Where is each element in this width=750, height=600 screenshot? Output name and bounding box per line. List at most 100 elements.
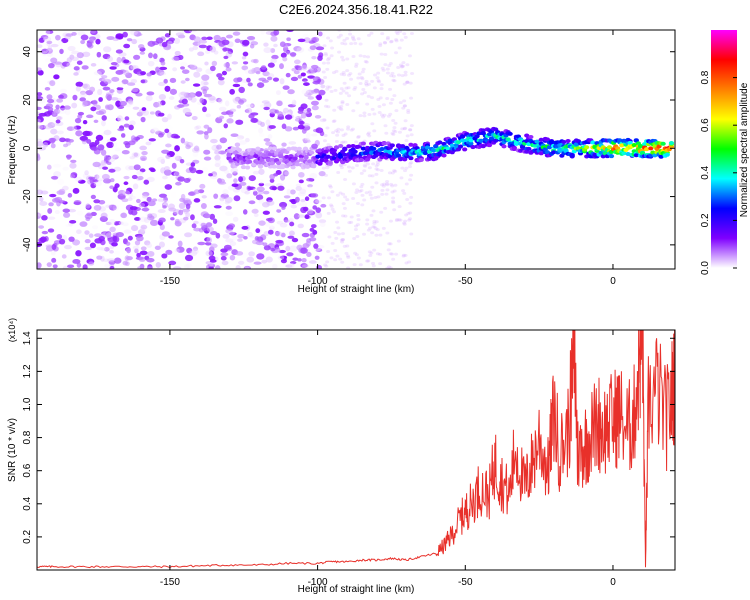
heatmap-cell [293, 46, 302, 52]
heatmap-cell [291, 116, 300, 123]
heatmap-cell [367, 190, 372, 194]
heatmap-cell [183, 208, 189, 214]
heatmap-cell [90, 146, 98, 151]
heatmap-cell [72, 113, 79, 119]
heatmap-cell [149, 111, 155, 115]
heatmap-cell [77, 111, 85, 116]
heatmap-cell [297, 223, 304, 229]
heatmap-cell [66, 154, 71, 160]
heatmap-cell [325, 126, 330, 130]
y-tick-label: 0 [22, 145, 33, 151]
heatmap-cell [350, 166, 355, 170]
heatmap-cell [233, 178, 238, 184]
heatmap-cell [219, 165, 228, 172]
y-tick-label: 1.4 [22, 331, 33, 345]
heatmap-cell [392, 169, 397, 173]
heatmap-cell [149, 219, 159, 227]
heatmap-cell [351, 109, 356, 113]
heatmap-cell [528, 134, 534, 139]
heatmap-cell [116, 56, 122, 64]
heatmap-cell [43, 124, 52, 130]
heatmap-cell [65, 33, 74, 37]
heatmap-cell [61, 254, 67, 259]
heatmap-cell [355, 201, 360, 205]
heatmap-cell [101, 173, 110, 180]
heatmap-cell [95, 134, 104, 141]
heatmap-cell [392, 79, 397, 83]
heatmap-cell [301, 258, 307, 263]
heatmap-cell [372, 112, 377, 116]
heatmap-cell [76, 60, 83, 65]
heatmap-cell [261, 100, 270, 104]
heatmap-cell [203, 149, 211, 155]
heatmap-cell [123, 123, 130, 128]
heatmap-cell [342, 38, 347, 42]
heatmap-cell [376, 71, 381, 75]
heatmap-cell [462, 147, 468, 152]
heatmap-cell [408, 178, 413, 182]
colorbar-label: Normalized spectral amplitude [739, 82, 750, 217]
heatmap-cell [286, 146, 292, 151]
heatmap-cell [631, 143, 637, 148]
heatmap-cell [364, 79, 369, 83]
heatmap-cell [449, 143, 455, 148]
heatmap-cell [304, 164, 311, 169]
heatmap-cell [146, 266, 154, 269]
heatmap-cell [408, 162, 413, 166]
heatmap-cell [81, 100, 88, 107]
heatmap-cell [171, 56, 180, 61]
heatmap-cell [302, 33, 309, 39]
heatmap-cell [203, 81, 209, 86]
heatmap-cell [249, 43, 255, 49]
heatmap-cell [372, 219, 377, 223]
x-tick-label: -150 [160, 577, 180, 588]
heatmap-cell [234, 137, 243, 142]
heatmap-cell [109, 226, 116, 233]
heatmap-cell [107, 165, 112, 170]
heatmap-cell [235, 265, 241, 269]
heatmap-cell [157, 100, 162, 107]
heatmap-cell [159, 224, 165, 231]
heatmap-cell [37, 125, 44, 130]
heatmap-cell [244, 266, 250, 269]
heatmap-cell [92, 161, 101, 168]
heatmap-cell [184, 254, 194, 262]
heatmap-cell [90, 62, 97, 67]
heatmap-cell [172, 266, 182, 269]
heatmap-cell [399, 65, 404, 69]
heatmap-cell [215, 98, 223, 103]
heatmap-cell [71, 102, 78, 109]
heatmap-cell [324, 264, 329, 268]
heatmap-cell [93, 71, 102, 76]
heatmap-cell [409, 173, 414, 177]
heatmap-cell [381, 68, 386, 72]
heatmap-cell [322, 139, 327, 143]
heatmap-cell [204, 213, 211, 219]
heatmap-cell [388, 252, 393, 256]
heatmap-cell [302, 78, 308, 83]
heatmap-cell [134, 32, 143, 37]
heatmap-cell [163, 169, 172, 176]
heatmap-cell [232, 97, 240, 103]
heatmap-cell [321, 166, 326, 170]
heatmap-cell [68, 208, 77, 213]
heatmap-cell [385, 231, 390, 235]
heatmap-cell [122, 260, 129, 266]
heatmap-cell [343, 140, 348, 144]
heatmap-cell [263, 106, 270, 111]
heatmap-cell [551, 150, 557, 155]
heatmap-cell [242, 152, 249, 157]
heatmap-cell [590, 140, 596, 145]
heatmap-cell [118, 221, 124, 226]
heatmap-cell [359, 171, 364, 175]
heatmap-cell [169, 96, 175, 100]
heatmap-cell [385, 97, 390, 101]
heatmap-cell [146, 91, 155, 96]
heatmap-cell [103, 247, 110, 252]
heatmap-cell [403, 73, 408, 77]
heatmap-cell [171, 162, 177, 169]
heatmap-cell [303, 82, 310, 86]
heatmap-cell [176, 104, 185, 108]
heatmap-cell [162, 205, 167, 209]
heatmap-cell [381, 226, 386, 230]
